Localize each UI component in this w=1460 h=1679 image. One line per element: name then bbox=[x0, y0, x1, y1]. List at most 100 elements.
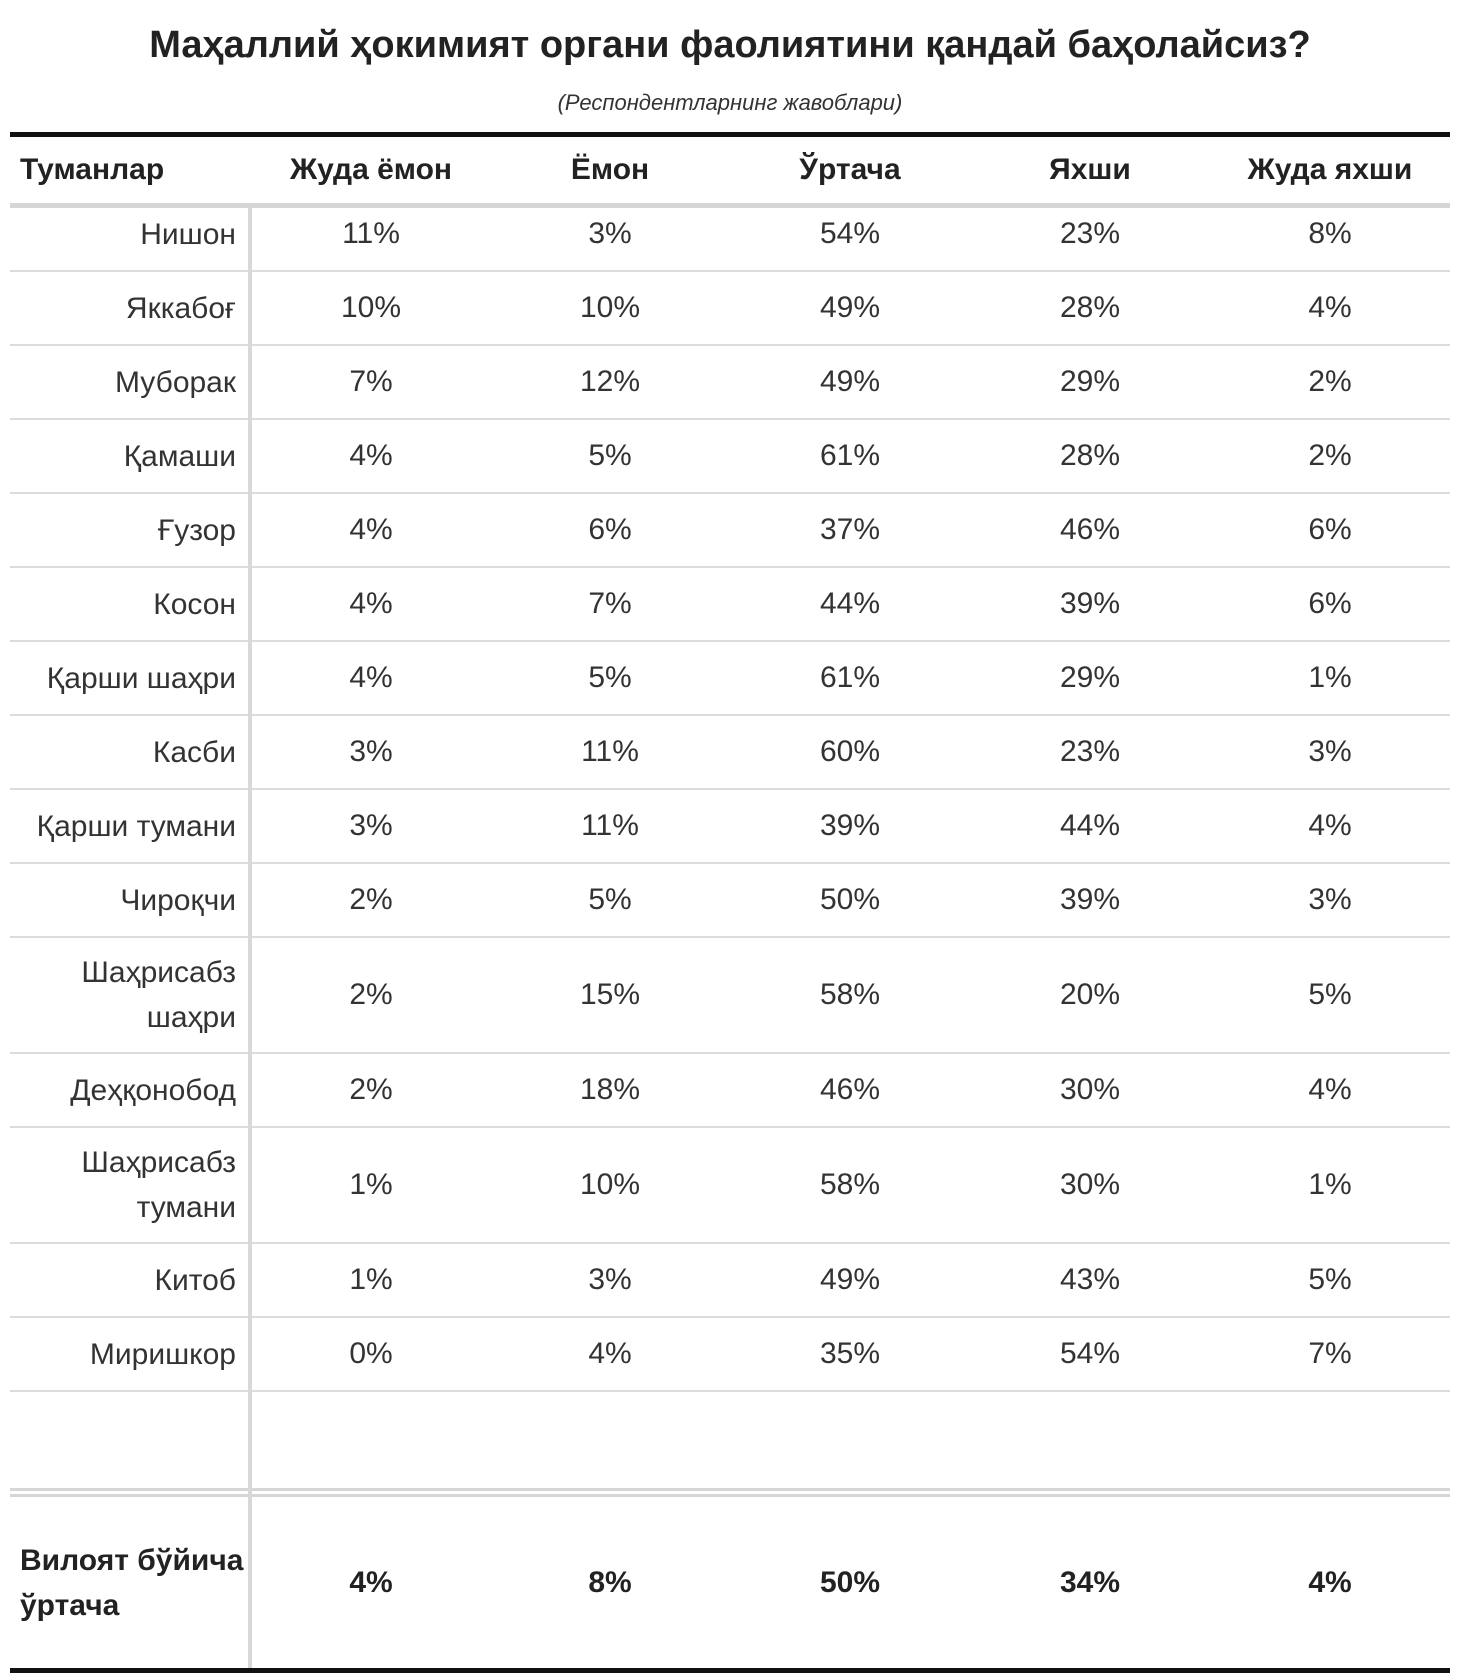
table-cell: 54% bbox=[819, 217, 881, 250]
table-cell: 4% bbox=[1308, 809, 1352, 842]
table-cell: 60% bbox=[819, 735, 881, 768]
table-cell: 1% bbox=[1308, 1168, 1352, 1201]
table-cell: 10% bbox=[579, 291, 641, 324]
table-cell: 30% bbox=[1059, 1168, 1121, 1201]
column-header-very-bad: Жуда ёмон bbox=[289, 153, 453, 186]
district-name: Касби bbox=[152, 735, 236, 769]
table-subtitle: (Респондентларнинг жавоблари) bbox=[557, 90, 903, 115]
table-cell: 37% bbox=[819, 513, 881, 546]
table-cell: 23% bbox=[1059, 735, 1121, 768]
table-row: Шаҳрисабз тумани 1% 10% 58% 30% 1% bbox=[10, 1128, 1450, 1244]
table-cell: 10% bbox=[340, 291, 402, 324]
table-cell: 3% bbox=[1308, 883, 1352, 916]
table-cell: 7% bbox=[588, 587, 632, 620]
summary-value: 8% bbox=[588, 1565, 632, 1599]
table-cell: 2% bbox=[349, 883, 393, 916]
table-cell: 5% bbox=[1308, 978, 1352, 1011]
column-header-average: Ўртача bbox=[799, 153, 901, 186]
table-cell: 49% bbox=[819, 365, 881, 398]
table-cell: 5% bbox=[1308, 1263, 1352, 1296]
table-cell: 3% bbox=[349, 809, 393, 842]
table-row: Косон 4% 7% 44% 39% 6% bbox=[10, 568, 1450, 642]
table-cell: 7% bbox=[349, 365, 393, 398]
table-row: Деҳқонобод 2% 18% 46% 30% 4% bbox=[10, 1054, 1450, 1128]
summary-rule-top bbox=[10, 1488, 1450, 1491]
table-cell: 2% bbox=[349, 1073, 393, 1106]
summary-rule-bottom bbox=[10, 1494, 1450, 1497]
summary-row: Вилоят бўйича ўртача 4% 8% 50% 34% 4% bbox=[10, 1497, 1450, 1668]
table-cell: 35% bbox=[819, 1337, 881, 1370]
table-cell: 30% bbox=[1059, 1073, 1121, 1106]
table-cell: 18% bbox=[579, 1073, 641, 1106]
column-header-bad: Ёмон bbox=[570, 153, 650, 186]
table-cell: 2% bbox=[349, 978, 393, 1011]
table-cell: 11% bbox=[342, 217, 400, 250]
table-row: Қарши тумани 3% 11% 39% 44% 4% bbox=[10, 790, 1450, 864]
table-cell: 46% bbox=[819, 1073, 881, 1106]
table-row: Муборак 7% 12% 49% 29% 2% bbox=[10, 346, 1450, 420]
district-name: Яккабоғ bbox=[125, 291, 236, 325]
table-cell: 39% bbox=[819, 809, 881, 842]
summary-value: 4% bbox=[349, 1565, 393, 1599]
table-cell: 39% bbox=[1059, 883, 1121, 916]
column-header-very-good: Жуда яхши bbox=[1247, 153, 1413, 186]
table-cell: 4% bbox=[1308, 291, 1352, 324]
district-name: Косон bbox=[153, 587, 236, 621]
table-cell: 50% bbox=[819, 883, 881, 916]
table-cell: 3% bbox=[588, 1263, 632, 1296]
district-name: Чироқчи bbox=[120, 883, 236, 917]
table-cell: 29% bbox=[1059, 661, 1121, 694]
table-cell: 39% bbox=[1059, 587, 1121, 620]
table-cell: 1% bbox=[349, 1263, 393, 1296]
table-cell: 44% bbox=[819, 587, 881, 620]
district-name: Муборак bbox=[114, 365, 236, 399]
district-name: Қарши тумани bbox=[36, 809, 236, 843]
table-cell: 61% bbox=[819, 661, 881, 694]
table-header: Туманлар Жуда ёмон Ёмон Ўртача Яхши Жуда… bbox=[10, 137, 1450, 203]
summary-value: 34% bbox=[1059, 1565, 1121, 1599]
table-cell: 28% bbox=[1059, 291, 1121, 324]
table-cell: 58% bbox=[819, 1168, 881, 1201]
district-name: Китоб bbox=[154, 1263, 236, 1297]
district-name: Нишон bbox=[140, 217, 236, 251]
table-row: Шаҳрисабз шаҳри 2% 15% 58% 20% 5% bbox=[10, 938, 1450, 1054]
table-cell: 12% bbox=[579, 365, 641, 398]
table-row: Қарши шаҳри 4% 5% 61% 29% 1% bbox=[10, 642, 1450, 716]
table-cell: 10% bbox=[579, 1168, 641, 1201]
district-name: Қамаши bbox=[123, 439, 236, 473]
table-row: Китоб 1% 3% 49% 43% 5% bbox=[10, 1244, 1450, 1318]
table-cell: 4% bbox=[349, 587, 393, 620]
table-cell: 46% bbox=[1059, 513, 1121, 546]
table-cell: 2% bbox=[1308, 365, 1352, 398]
table-row: Нишон 11% 3% 54% 23% 8% bbox=[10, 198, 1450, 272]
district-name: Ғузор bbox=[157, 513, 236, 547]
table-cell: 61% bbox=[819, 439, 881, 472]
table-cell: 49% bbox=[819, 291, 881, 324]
table-row: Чироқчи 2% 5% 50% 39% 3% bbox=[10, 864, 1450, 938]
table-cell: 5% bbox=[588, 439, 632, 472]
table-cell: 0% bbox=[349, 1337, 393, 1370]
table-cell: 43% bbox=[1059, 1263, 1121, 1296]
table-row: Миришкор 0% 4% 35% 54% 7% bbox=[10, 1318, 1450, 1392]
table-cell: 4% bbox=[1308, 1073, 1352, 1106]
table-cell: 54% bbox=[1059, 1337, 1121, 1370]
table-cell: 3% bbox=[588, 217, 632, 250]
table-cell: 20% bbox=[1059, 978, 1121, 1011]
district-name: Шаҳрисабз шаҳри bbox=[81, 956, 236, 1034]
table-cell: 3% bbox=[349, 735, 393, 768]
district-name: Деҳқонобод bbox=[70, 1073, 236, 1107]
summary-value: 4% bbox=[1308, 1565, 1352, 1599]
table-cell: 5% bbox=[588, 883, 632, 916]
table-cell: 6% bbox=[1308, 513, 1352, 546]
table-cell: 49% bbox=[819, 1263, 881, 1296]
table-row: Қамаши 4% 5% 61% 28% 2% bbox=[10, 420, 1450, 494]
bottom-rule bbox=[10, 1668, 1450, 1673]
table-cell: 4% bbox=[349, 439, 393, 472]
header-rule bbox=[10, 203, 1450, 208]
summary-label: Вилоят бўйича ўртача bbox=[20, 1543, 244, 1622]
column-header-good: Яхши bbox=[1049, 153, 1131, 186]
table-cell: 2% bbox=[1308, 439, 1352, 472]
table-cell: 5% bbox=[588, 661, 632, 694]
table-cell: 4% bbox=[588, 1337, 632, 1370]
table-cell: 4% bbox=[349, 513, 393, 546]
